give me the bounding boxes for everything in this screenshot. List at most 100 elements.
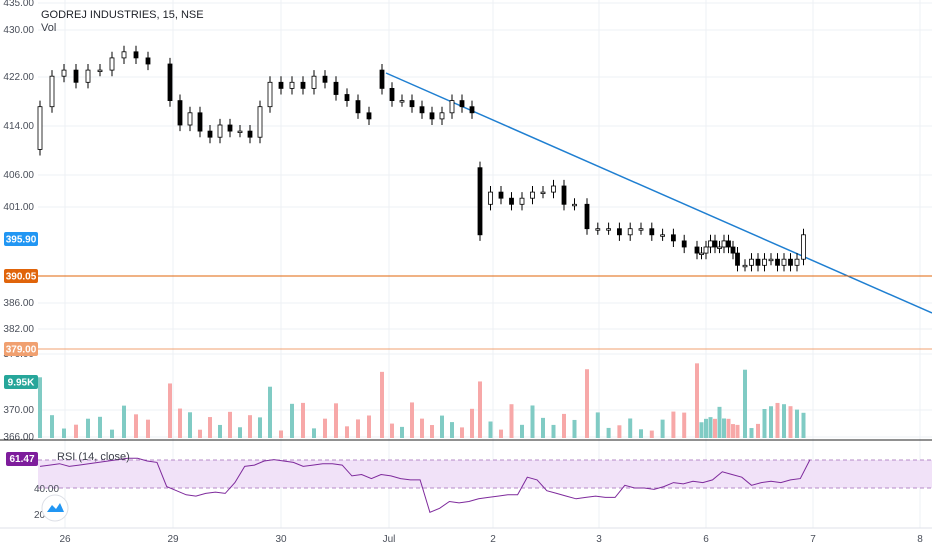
price-tick-label: 422.00 [3, 72, 34, 83]
volume-bar [62, 428, 66, 438]
price-tick-label: 414.00 [3, 121, 34, 132]
candle [735, 252, 740, 266]
volume-bar [356, 419, 360, 438]
price-tag [4, 232, 38, 246]
volume-bar [520, 424, 524, 438]
volume-bar [708, 417, 713, 438]
price-tag-label: 9.95K [8, 378, 35, 389]
candle [311, 75, 317, 89]
candle [768, 258, 774, 262]
volume-bar [86, 418, 90, 438]
candle [322, 75, 328, 83]
candle [694, 246, 700, 254]
volume-bar [682, 412, 687, 438]
volume-bar [228, 411, 232, 438]
volume-bar [312, 428, 316, 438]
volume-bar [110, 429, 114, 438]
candle [717, 246, 722, 249]
volume-bar [134, 414, 138, 438]
candle [660, 234, 665, 237]
candle [749, 258, 754, 266]
volume-bar [551, 424, 556, 438]
candle [730, 246, 736, 254]
candle [488, 191, 493, 205]
volume-bar [74, 424, 78, 438]
candle [509, 197, 514, 205]
candle [540, 191, 546, 195]
candle [708, 240, 713, 248]
rsi-legend[interactable]: RSI (14, close) [57, 451, 130, 463]
horizontal-levels[interactable] [38, 275, 932, 350]
volume-bar [390, 423, 394, 438]
candle [703, 246, 709, 254]
symbol-title[interactable]: GODREJ INDUSTRIES, 15, NSE [41, 9, 204, 21]
price-tick-label: 382.00 [3, 324, 34, 335]
volume-bar [488, 421, 493, 438]
volume-bar [660, 419, 665, 438]
volume-bar [323, 418, 327, 438]
candle [595, 228, 601, 231]
candle [801, 234, 806, 260]
candle [409, 100, 415, 108]
candle [627, 228, 633, 236]
volume-bar [628, 418, 633, 438]
volume-bar [400, 426, 404, 438]
price-tags: 395.90 390.05 379.00 9.95K [4, 232, 38, 389]
volume-bar [762, 409, 767, 438]
volume-bar [509, 404, 514, 438]
candle [257, 106, 263, 138]
candle [217, 124, 223, 138]
volume-bar [775, 402, 780, 438]
candle [109, 57, 115, 71]
time-tick-label: 30 [275, 534, 287, 545]
volume-bar [541, 417, 545, 438]
volume-bar [268, 386, 272, 438]
volume-bar [238, 427, 242, 438]
candle [498, 191, 504, 199]
price-axis: 435.00 430.00 422.00 414.00 406.00 401.00 386.… [3, 0, 34, 443]
rsi-tick-40: 40.00 [34, 484, 59, 495]
time-tick-label: 29 [167, 534, 179, 545]
price-tag-label: 395.90 [6, 235, 37, 246]
candle [133, 51, 139, 59]
volume-bar [380, 371, 384, 438]
volume-bar [178, 408, 182, 438]
candle [726, 240, 731, 248]
candle [477, 167, 483, 236]
volume-bar [334, 403, 338, 438]
volume-bar [788, 406, 793, 438]
volume-bar [530, 405, 535, 438]
candle [755, 258, 761, 266]
rsi-band [38, 460, 932, 488]
candle [638, 228, 644, 231]
candle [379, 69, 385, 89]
candle [762, 258, 767, 266]
time-tick-label: 26 [59, 534, 71, 545]
candle [187, 112, 193, 126]
rsi-pane: 40.00 20.00 [34, 457, 932, 521]
trendline-segment[interactable] [385, 72, 932, 314]
volume-bar [290, 403, 294, 438]
candle [333, 81, 339, 95]
volume-legend[interactable]: Vol [41, 22, 56, 34]
volume-bar [98, 416, 102, 438]
candle [671, 234, 676, 242]
brand-logo-icon[interactable] [41, 494, 69, 522]
candle [551, 185, 556, 193]
candle [227, 124, 233, 132]
candle [681, 240, 687, 248]
volume-bar [279, 430, 283, 438]
volume-bar [258, 417, 262, 438]
volume-bar [731, 424, 735, 438]
price-tag [4, 342, 38, 356]
candle [794, 258, 800, 266]
time-tick-label: Jul [383, 534, 396, 545]
candle [247, 130, 253, 138]
trendline[interactable] [385, 72, 932, 314]
volume-series [38, 363, 806, 438]
candle [344, 94, 350, 101]
candle [572, 203, 577, 207]
volume-bar [735, 424, 740, 438]
volume-bar [704, 418, 708, 438]
